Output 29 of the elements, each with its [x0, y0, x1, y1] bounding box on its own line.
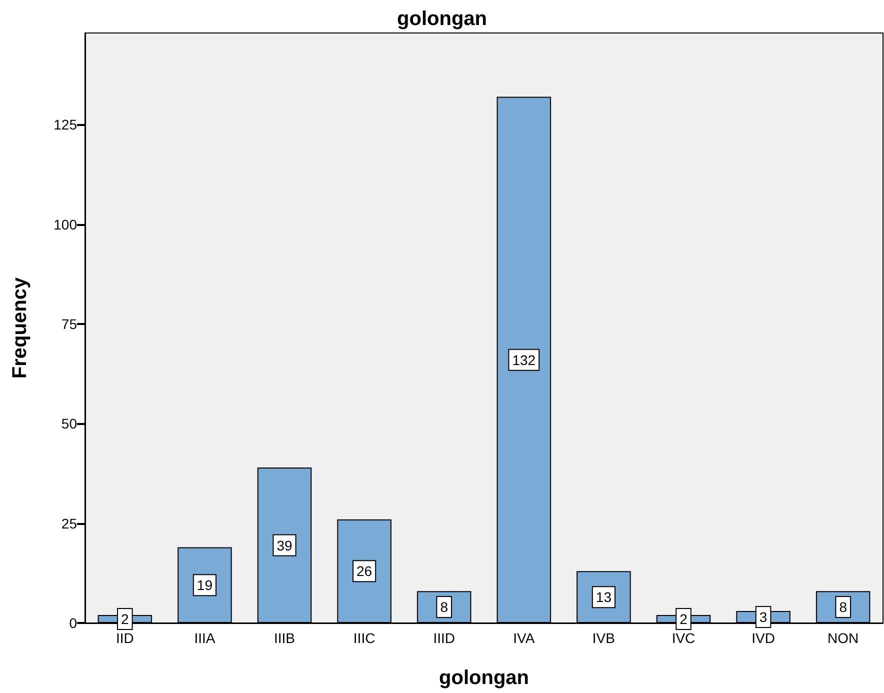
- x-tick-label: IVC: [672, 630, 696, 646]
- y-tick-label: 100: [54, 216, 78, 232]
- data-label: 2: [680, 611, 688, 628]
- x-tick-label: IVB: [592, 630, 615, 646]
- data-label: 13: [596, 589, 612, 606]
- x-tick-label: IID: [116, 630, 134, 646]
- y-tick-label: 25: [61, 515, 78, 532]
- x-tick-label: IVD: [752, 630, 775, 646]
- y-tick-label: 75: [61, 316, 78, 332]
- data-label: 8: [839, 599, 848, 616]
- y-axis-title: Frequency: [9, 276, 31, 379]
- x-tick-label: IIIA: [194, 630, 216, 646]
- x-tick-label: IIID: [433, 630, 455, 646]
- x-axis-title: golongan: [439, 667, 529, 689]
- y-tick-label: 50: [61, 416, 78, 432]
- data-label: 2: [121, 611, 129, 628]
- x-tick-label: IIIC: [353, 630, 376, 646]
- x-tick-label: IIIB: [274, 630, 296, 646]
- x-tick-label: NON: [828, 630, 859, 646]
- data-label: 8: [440, 599, 448, 616]
- data-label: 19: [196, 577, 213, 594]
- y-tick-label: 125: [54, 116, 78, 133]
- x-tick-label: IVA: [513, 630, 536, 646]
- data-label: 39: [276, 537, 292, 554]
- data-label: 3: [759, 609, 768, 626]
- y-tick-label: 0: [69, 615, 78, 631]
- data-label: 26: [356, 563, 372, 580]
- data-label: 132: [512, 352, 536, 368]
- chart-title: golongan: [397, 8, 487, 30]
